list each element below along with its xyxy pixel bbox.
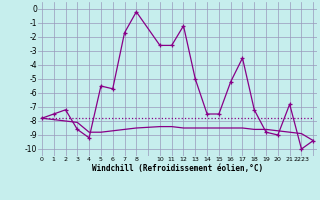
X-axis label: Windchill (Refroidissement éolien,°C): Windchill (Refroidissement éolien,°C) xyxy=(92,164,263,173)
